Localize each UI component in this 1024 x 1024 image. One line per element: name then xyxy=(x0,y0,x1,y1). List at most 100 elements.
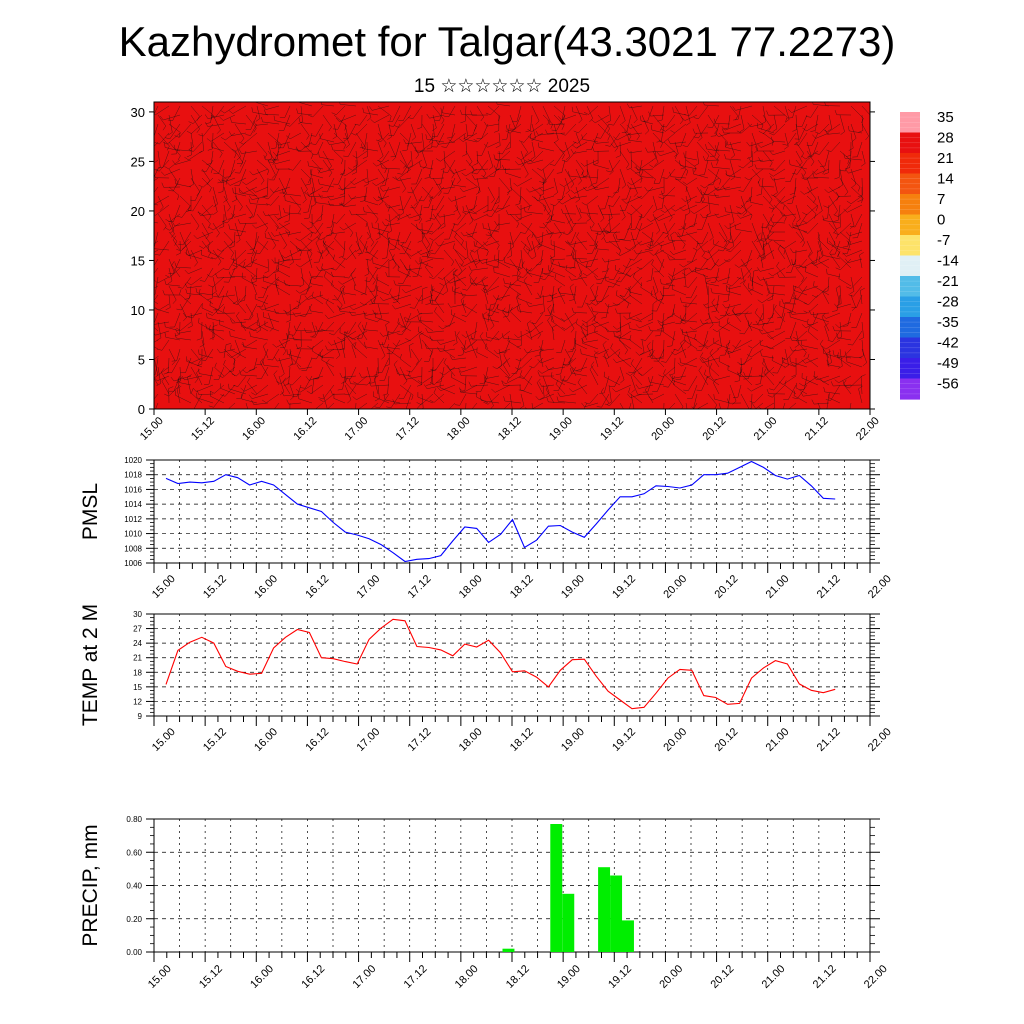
wind-barb-flag xyxy=(606,170,611,173)
wind-barb-flag xyxy=(515,215,520,220)
wind-barb-flag xyxy=(621,216,626,221)
wind-barb-flag xyxy=(251,188,256,193)
wind-barb-flag xyxy=(434,307,437,312)
wind-barb xyxy=(217,276,236,279)
wind-barb xyxy=(726,175,742,179)
wind-barb-flag xyxy=(569,359,573,364)
wind-barb xyxy=(750,186,753,201)
wind-barb xyxy=(595,114,610,123)
wind-barb-flag xyxy=(733,119,739,121)
wind-barb-flag xyxy=(463,257,469,260)
wind-barb xyxy=(795,159,806,173)
wind-barb-flag xyxy=(352,396,357,400)
wind-barb xyxy=(837,303,852,309)
wind-barb xyxy=(629,276,643,291)
wind-barb-flag xyxy=(811,294,817,298)
wind-barb-flag xyxy=(626,164,630,169)
wind-barb xyxy=(211,147,225,152)
wind-barb xyxy=(157,213,167,227)
wind-barb-flag xyxy=(501,333,504,339)
wind-barb-flag xyxy=(497,207,503,210)
wind-barb xyxy=(434,300,445,314)
wind-barb xyxy=(485,381,500,386)
wind-barb-flag xyxy=(634,166,639,171)
wind-barb-flag xyxy=(306,135,310,140)
wind-barb xyxy=(716,294,720,312)
wind-barb xyxy=(168,141,181,156)
wind-barb-flag xyxy=(452,223,458,226)
wind-barb xyxy=(198,322,214,332)
wind-barb-flag xyxy=(806,318,809,324)
wind-barb xyxy=(563,177,577,187)
wind-barb xyxy=(289,132,302,140)
wind-barb xyxy=(781,303,786,318)
wind-barb-flag xyxy=(178,243,184,246)
wind-barb xyxy=(743,177,753,192)
wind-barb-flag xyxy=(240,138,245,143)
wind-barb xyxy=(706,348,720,360)
wind-barb-flag xyxy=(682,244,686,249)
wind-barb-flag xyxy=(298,117,301,123)
wind-barb-flag xyxy=(295,146,299,152)
wind-barb xyxy=(718,132,731,137)
wind-barb xyxy=(333,259,346,269)
wind-barb-flag xyxy=(667,255,670,261)
wind-barb xyxy=(567,222,577,235)
wind-barb-flag xyxy=(608,217,613,221)
wind-barb-flag xyxy=(627,393,631,398)
wind-barb-flag xyxy=(177,215,182,218)
wind-barb-flag xyxy=(451,173,455,179)
wind-barb-flag xyxy=(509,281,512,287)
wind-barb-flag xyxy=(622,264,628,269)
wind-barb xyxy=(619,339,628,351)
wind-barb-flag xyxy=(272,160,276,166)
wind-barb-flag xyxy=(600,218,605,222)
wind-barb-flag xyxy=(565,190,570,195)
wind-barb-flag xyxy=(535,120,540,125)
wind-barb-flag xyxy=(648,377,650,383)
wind-barb xyxy=(284,330,291,348)
wind-barb-flag xyxy=(315,238,320,243)
wind-barb-flag xyxy=(454,269,457,274)
wind-barb-flag xyxy=(437,347,441,352)
wind-barb-flag xyxy=(175,329,179,334)
wind-barb-flag xyxy=(352,155,358,159)
wind-barb xyxy=(724,303,731,316)
wind-barb-flag xyxy=(483,401,489,405)
wind-barb-flag xyxy=(714,404,718,409)
wind-barb-flag xyxy=(252,224,256,229)
wind-barb xyxy=(357,375,368,385)
wind-barb-flag xyxy=(485,339,491,342)
wind-barb-flag xyxy=(469,337,475,340)
wind-barb-flag xyxy=(406,370,412,373)
wind-barb-flag xyxy=(857,194,863,198)
wind-barb-flag xyxy=(546,397,549,402)
wind-barb-flag xyxy=(479,259,483,264)
wind-barb-flag xyxy=(551,315,553,321)
wind-barb-flag xyxy=(833,214,839,218)
wind-barb-flag xyxy=(176,252,181,256)
wind-barb xyxy=(861,123,869,137)
x-tick-label: 20.12 xyxy=(700,415,728,443)
wind-barb-flag xyxy=(377,233,383,235)
wind-barb xyxy=(826,393,830,409)
x-tick-label: 16.00 xyxy=(252,573,280,601)
wind-barb xyxy=(608,240,621,251)
wind-barb-flag xyxy=(262,360,265,366)
wind-barb xyxy=(443,150,446,168)
wind-barb-flag xyxy=(203,383,210,386)
wind-barb-flag xyxy=(150,320,153,324)
wind-barb xyxy=(482,258,500,264)
wind-barb-flag xyxy=(800,391,804,397)
wind-barb xyxy=(618,356,632,368)
wind-barb-flag xyxy=(570,148,574,154)
wind-barb-flag xyxy=(821,312,826,317)
wind-barb-flag xyxy=(723,410,728,411)
wind-barb-flag xyxy=(679,119,684,125)
wind-barb xyxy=(299,141,313,152)
wind-barb-flag xyxy=(402,149,408,152)
wind-barb-flag xyxy=(629,290,632,296)
wind-barb-flag xyxy=(748,165,753,168)
wind-barb xyxy=(716,321,731,332)
wind-barb xyxy=(245,186,259,199)
